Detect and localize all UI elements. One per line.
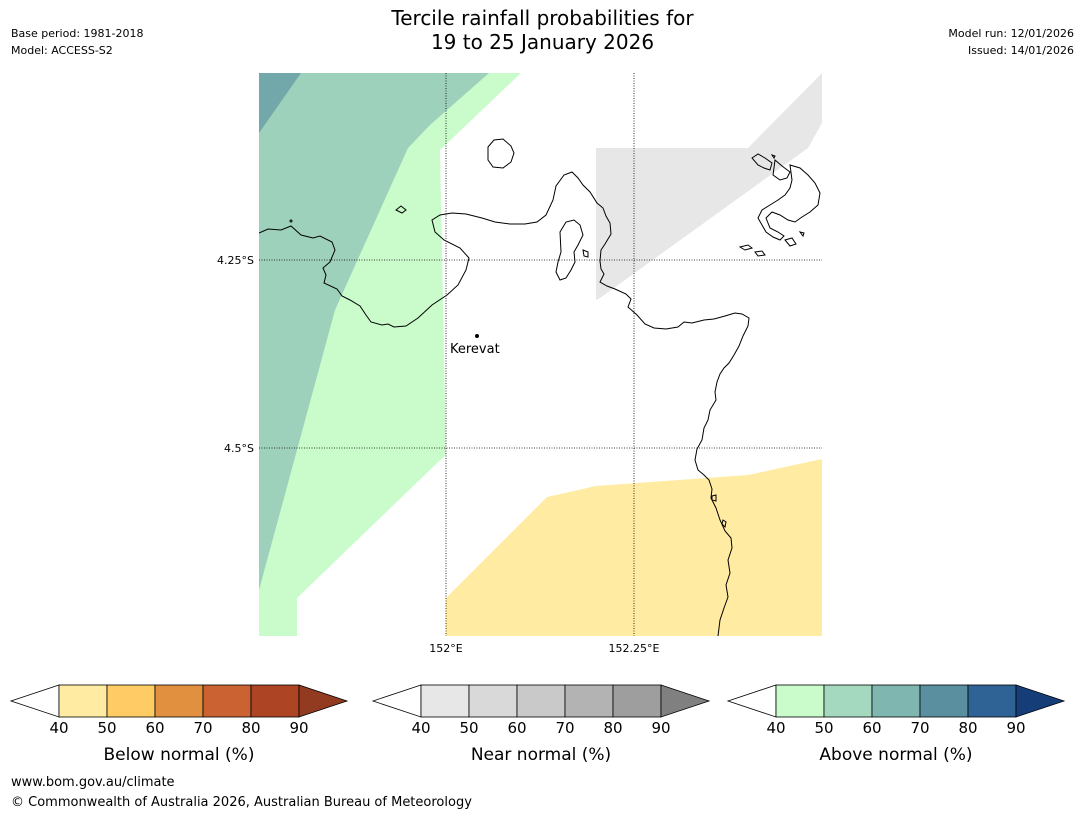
probability-shading bbox=[259, 73, 822, 636]
model-run: Model run: 12/01/2026 bbox=[948, 27, 1074, 40]
colorbar-near bbox=[371, 684, 711, 718]
above-tick-90: 90 bbox=[1006, 719, 1026, 737]
colorbar-above-swatch-5 bbox=[967, 684, 1017, 718]
above-tick-60: 60 bbox=[862, 719, 882, 737]
colorbar-near-under bbox=[371, 684, 422, 718]
near-tick-60: 60 bbox=[507, 719, 527, 737]
colorbar-near-swatch-4 bbox=[564, 684, 614, 718]
title-line-2: 19 to 25 January 2026 bbox=[430, 30, 655, 54]
footer-url: www.bom.gov.au/climate bbox=[11, 775, 175, 790]
header-left: Base period: 1981-2018 Model: ACCESS-S2 bbox=[11, 25, 143, 59]
kerevat-marker bbox=[475, 334, 479, 338]
above-tick-70: 70 bbox=[910, 719, 930, 737]
near-40-region bbox=[596, 73, 822, 300]
near-tick-40: 40 bbox=[411, 719, 431, 737]
colorbar-above-over bbox=[1015, 684, 1066, 718]
above-normal-title: Above normal (%) bbox=[819, 745, 973, 765]
below-tick-50: 50 bbox=[97, 719, 117, 737]
below-tick-40: 40 bbox=[49, 719, 69, 737]
colorbar-below-under bbox=[9, 684, 60, 718]
colorbar-above-swatch-1 bbox=[775, 684, 825, 718]
below-tick-80: 80 bbox=[241, 719, 261, 737]
below-normal-title: Below normal (%) bbox=[103, 745, 255, 765]
lon-label-152: 152°E bbox=[429, 642, 463, 655]
page-title: Tercile rainfall probabilities for 19 to… bbox=[0, 6, 1085, 54]
lat-label-4-25: 4.25°S bbox=[217, 254, 254, 267]
above-50-region bbox=[259, 73, 489, 590]
issued-date: Issued: 14/01/2026 bbox=[967, 44, 1074, 57]
colorbar-above-swatch-2 bbox=[823, 684, 873, 718]
colorbar-above-swatch-4 bbox=[919, 684, 969, 718]
colorbar-above-under bbox=[726, 684, 777, 718]
colorbar-near-swatch-1 bbox=[420, 684, 470, 718]
colorbar-above bbox=[726, 684, 1066, 718]
title-line-1: Tercile rainfall probabilities for bbox=[391, 6, 694, 30]
coastline bbox=[259, 138, 821, 636]
lat-label-4-5: 4.5°S bbox=[224, 442, 254, 455]
near-tick-80: 80 bbox=[603, 719, 623, 737]
below-tick-70: 70 bbox=[193, 719, 213, 737]
colorbar-below bbox=[9, 684, 349, 718]
above-60-region bbox=[259, 73, 301, 133]
near-tick-70: 70 bbox=[555, 719, 575, 737]
near-normal-title: Near normal (%) bbox=[470, 745, 612, 765]
model-name: Model: ACCESS-S2 bbox=[11, 44, 113, 57]
map bbox=[259, 73, 822, 636]
above-tick-50: 50 bbox=[814, 719, 834, 737]
footer-copyright: © Commonwealth of Australia 2026, Austra… bbox=[11, 795, 472, 810]
header-right: Model run: 12/01/2026 Issued: 14/01/2026 bbox=[948, 25, 1074, 59]
below-tick-60: 60 bbox=[145, 719, 165, 737]
colorbar-above-swatch-3 bbox=[871, 684, 921, 718]
above-tick-40: 40 bbox=[766, 719, 786, 737]
colorbar-below-swatch-4 bbox=[202, 684, 252, 718]
colorbar-below-swatch-2 bbox=[106, 684, 156, 718]
place-label-kerevat: Kerevat bbox=[450, 342, 500, 357]
colorbar-near-over bbox=[660, 684, 711, 718]
below-40-region bbox=[446, 459, 822, 636]
colorbar-near-swatch-2 bbox=[468, 684, 518, 718]
colorbar-near-swatch-3 bbox=[516, 684, 566, 718]
near-tick-90: 90 bbox=[651, 719, 671, 737]
base-period: Base period: 1981-2018 bbox=[11, 27, 144, 40]
above-tick-80: 80 bbox=[958, 719, 978, 737]
colorbar-below-swatch-5 bbox=[250, 684, 300, 718]
footer: www.bom.gov.au/climate © Commonwealth of… bbox=[11, 773, 472, 813]
colorbar-below-swatch-1 bbox=[58, 684, 108, 718]
lon-label-152-25: 152.25°E bbox=[608, 642, 660, 655]
colorbar-near-swatch-5 bbox=[612, 684, 662, 718]
colorbar-below-over bbox=[298, 684, 349, 718]
below-tick-90: 90 bbox=[289, 719, 309, 737]
colorbars bbox=[9, 684, 1066, 718]
colorbar-below-swatch-3 bbox=[154, 684, 204, 718]
near-tick-50: 50 bbox=[459, 719, 479, 737]
